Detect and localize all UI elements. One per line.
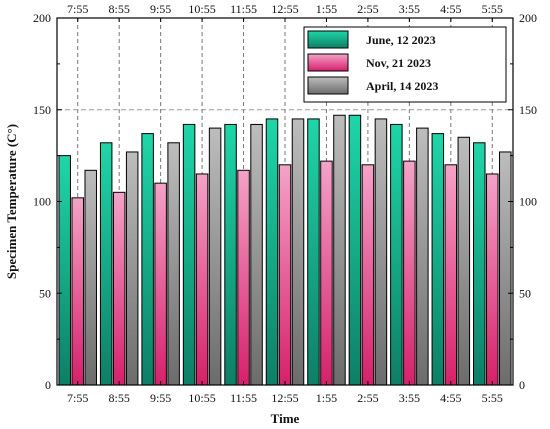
x-axis-title: Time <box>271 411 300 426</box>
x-tick-label-top: 10:55 <box>188 2 215 16</box>
bar-nov-21-2023-955 <box>154 182 167 386</box>
x-tick-label-bottom: 11:55 <box>230 391 257 405</box>
y-tick-label-left: 200 <box>33 11 51 25</box>
x-tick-label-bottom: 8:55 <box>109 391 130 405</box>
legend: June, 12 2023 Nov, 21 2023 April, 14 2023 <box>303 26 507 103</box>
bar-june-12-2023-355 <box>390 123 403 386</box>
bar-april-14-2023-155 <box>333 114 346 386</box>
y-tick-label-left: 150 <box>33 103 51 117</box>
y-tick-label-left: 50 <box>39 286 51 300</box>
x-tick-label-top: 11:55 <box>230 2 257 16</box>
x-tick-label-bottom: 9:55 <box>150 391 171 405</box>
x-tick-label-top: 2:55 <box>357 2 378 16</box>
bar-april-14-2023-1255 <box>291 118 305 386</box>
bar-april-14-2023-355 <box>416 127 429 386</box>
x-tick-label-bottom: 1:55 <box>316 391 337 405</box>
bar-april-14-2023-955 <box>167 142 180 386</box>
bar-april-14-2023-555 <box>499 151 512 386</box>
bar-april-14-2023-1155 <box>250 123 263 386</box>
bar-nov-21-2023-855 <box>112 191 126 386</box>
bar-june-12-2023-955 <box>141 133 154 386</box>
x-tick-label-top: 8:55 <box>109 2 130 16</box>
bar-nov-21-2023-1255 <box>278 164 292 386</box>
y-axis-title: Specimen Temperature (C°) <box>4 124 19 279</box>
y-tick-label-right: 100 <box>519 195 537 209</box>
x-tick-label-top: 12:55 <box>271 2 298 16</box>
y-tick-label-right: 50 <box>519 286 531 300</box>
x-tick-label-top: 7:55 <box>67 2 88 16</box>
x-tick-label-bottom: 5:55 <box>482 391 503 405</box>
bar-april-14-2023-455 <box>457 136 471 386</box>
bar-june-12-2023-255 <box>348 114 362 386</box>
x-tick-label-bottom: 7:55 <box>67 391 88 405</box>
legend-swatch <box>307 76 349 95</box>
y-tick-label-right: 0 <box>519 378 525 392</box>
y-tick-label-right: 200 <box>519 11 537 25</box>
bar-june-12-2023-155 <box>307 118 320 386</box>
y-tick-label-right: 150 <box>519 103 537 117</box>
x-tick-label-bottom: 12:55 <box>271 391 298 405</box>
bar-june-12-2023-1155 <box>224 123 237 386</box>
x-tick-label-top: 1:55 <box>316 2 337 16</box>
bar-june-12-2023-1255 <box>265 118 279 386</box>
bar-june-12-2023-855 <box>99 142 113 386</box>
bar-june-12-2023-455 <box>431 133 445 386</box>
bar-nov-21-2023-155 <box>320 160 333 386</box>
bar-nov-21-2023-1055 <box>195 173 209 386</box>
bar-nov-21-2023-555 <box>486 173 499 386</box>
x-tick-label-bottom: 10:55 <box>188 391 215 405</box>
bar-nov-21-2023-255 <box>361 164 375 386</box>
bar-nov-21-2023-1155 <box>237 169 250 386</box>
bar-april-14-2023-255 <box>374 118 388 386</box>
bars <box>58 114 512 386</box>
y-tick-label-left: 100 <box>33 195 51 209</box>
y-tick-label-left: 0 <box>45 378 51 392</box>
legend-swatch <box>307 30 349 49</box>
x-tick-label-top: 5:55 <box>482 2 503 16</box>
bar-nov-21-2023-455 <box>444 164 458 386</box>
bar-june-12-2023-1055 <box>182 123 196 386</box>
legend-label: April, 14 2023 <box>366 79 438 93</box>
x-tick-label-bottom: 4:55 <box>440 391 461 405</box>
bar-june-12-2023-755 <box>58 155 71 386</box>
x-tick-label-top: 3:55 <box>399 2 420 16</box>
x-tick-label-top: 4:55 <box>440 2 461 16</box>
bar-april-14-2023-1055 <box>208 127 222 386</box>
bar-april-14-2023-855 <box>125 151 139 386</box>
legend-label: June, 12 2023 <box>366 33 436 47</box>
bar-april-14-2023-755 <box>84 169 97 386</box>
legend-swatch <box>307 53 349 72</box>
x-tick-label-top: 9:55 <box>150 2 171 16</box>
x-tick-label-bottom: 3:55 <box>399 391 420 405</box>
ticks: 7:55 7:55 8:55 8:55 9:55 9:55 10:55 10:55 11:55 1… <box>33 2 537 405</box>
bar-nov-21-2023-755 <box>71 197 84 386</box>
legend-label: Nov, 21 2023 <box>366 56 431 70</box>
bar-june-12-2023-555 <box>473 142 486 386</box>
x-tick-label-bottom: 2:55 <box>357 391 378 405</box>
bar-nov-21-2023-355 <box>403 160 416 386</box>
